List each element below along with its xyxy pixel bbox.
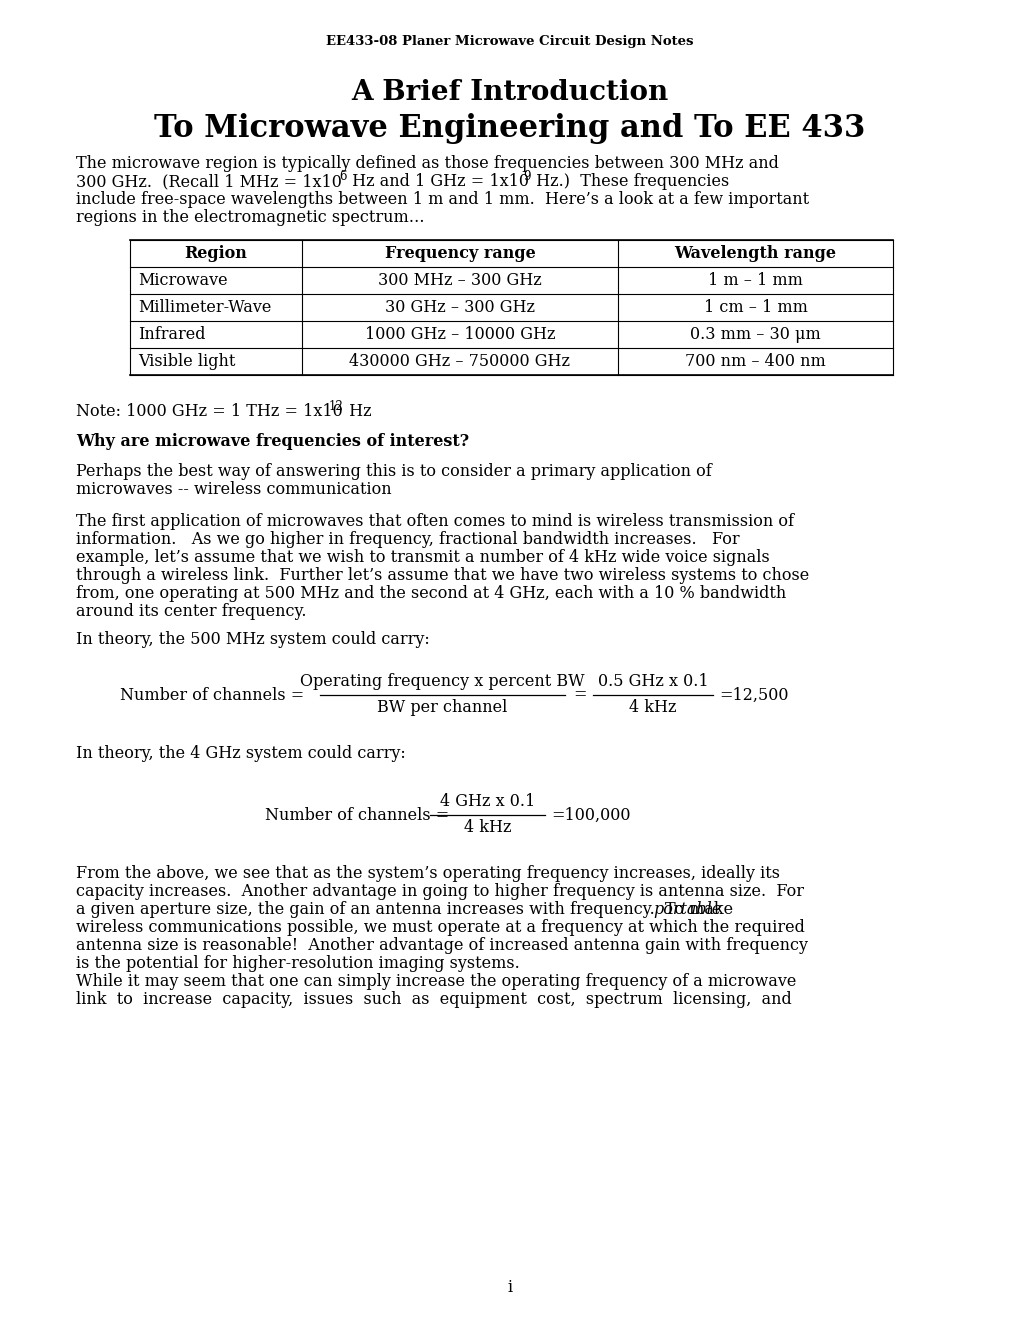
Text: Hz and 1 GHz = 1x10: Hz and 1 GHz = 1x10 [346,173,529,190]
Text: Number of channels =: Number of channels = [265,807,448,824]
Text: Visible light: Visible light [138,352,235,370]
Text: A Brief Introduction: A Brief Introduction [351,79,668,107]
Text: microwaves -- wireless communication: microwaves -- wireless communication [76,482,391,499]
Text: 700 nm – 400 nm: 700 nm – 400 nm [685,352,825,370]
Text: Note: 1000 GHz = 1 THz = 1x10: Note: 1000 GHz = 1 THz = 1x10 [76,404,342,421]
Text: a given aperture size, the gain of an antenna increases with frequency.  To make: a given aperture size, the gain of an an… [76,900,738,917]
Text: 12: 12 [329,400,343,413]
Text: 0.3 mm – 30 μm: 0.3 mm – 30 μm [690,326,820,343]
Text: The microwave region is typically defined as those frequencies between 300 MHz a: The microwave region is typically define… [76,156,779,173]
Text: 1000 GHz – 10000 GHz: 1000 GHz – 10000 GHz [365,326,554,343]
Text: In theory, the 500 MHz system could carry:: In theory, the 500 MHz system could carr… [76,631,429,648]
Text: 0.5 GHz x 0.1: 0.5 GHz x 0.1 [597,673,707,690]
Text: include free-space wavelengths between 1 m and 1 mm.  Here’s a look at a few imp: include free-space wavelengths between 1… [76,191,808,209]
Text: 1 m – 1 mm: 1 m – 1 mm [707,272,802,289]
Text: 430000 GHz – 750000 GHz: 430000 GHz – 750000 GHz [350,352,570,370]
Text: from, one operating at 500 MHz and the second at 4 GHz, each with a 10 % bandwid: from, one operating at 500 MHz and the s… [76,586,786,602]
Text: Millimeter-Wave: Millimeter-Wave [138,300,271,315]
Text: 4 GHz x 0.1: 4 GHz x 0.1 [439,793,535,810]
Text: 300 MHz – 300 GHz: 300 MHz – 300 GHz [378,272,541,289]
Text: Hz.)  These frequencies: Hz.) These frequencies [531,173,729,190]
Text: Wavelength range: Wavelength range [674,246,836,261]
Text: Number of channels =: Number of channels = [120,686,304,704]
Text: through a wireless link.  Further let’s assume that we have two wireless systems: through a wireless link. Further let’s a… [76,568,808,585]
Text: 1 cm – 1 mm: 1 cm – 1 mm [703,300,807,315]
Text: While it may seem that one can simply increase the operating frequency of a micr: While it may seem that one can simply in… [76,973,796,990]
Text: 6: 6 [338,170,346,183]
Text: information.   As we go higher in frequency, fractional bandwidth increases.   F: information. As we go higher in frequenc… [76,532,739,549]
Text: Infrared: Infrared [138,326,205,343]
Text: 9: 9 [523,170,530,183]
Text: 300 GHz.  (Recall 1 MHz = 1x10: 300 GHz. (Recall 1 MHz = 1x10 [76,173,341,190]
Text: regions in the electromagnetic spectrum…: regions in the electromagnetic spectrum… [76,210,424,227]
Text: =: = [573,686,586,704]
Text: wireless communications possible, we must operate at a frequency at which the re: wireless communications possible, we mus… [76,919,804,936]
Text: From the above, we see that as the system’s operating frequency increases, ideal: From the above, we see that as the syste… [76,865,780,882]
Text: portable: portable [652,900,720,917]
Text: i: i [506,1279,513,1296]
Text: Hz: Hz [343,404,371,421]
Text: In theory, the 4 GHz system could carry:: In theory, the 4 GHz system could carry: [76,744,406,762]
Text: Region: Region [184,246,248,261]
Text: link  to  increase  capacity,  issues  such  as  equipment  cost,  spectrum  lic: link to increase capacity, issues such a… [76,990,791,1007]
Text: capacity increases.  Another advantage in going to higher frequency is antenna s: capacity increases. Another advantage in… [76,883,803,899]
Text: Perhaps the best way of answering this is to consider a primary application of: Perhaps the best way of answering this i… [76,463,711,480]
Text: To Microwave Engineering and To EE 433: To Microwave Engineering and To EE 433 [154,112,865,144]
Text: Microwave: Microwave [138,272,227,289]
Text: Why are microwave frequencies of interest?: Why are microwave frequencies of interes… [76,433,469,450]
Text: The first application of microwaves that often comes to mind is wireless transmi: The first application of microwaves that… [76,513,793,531]
Text: =100,000: =100,000 [550,807,630,824]
Text: BW per channel: BW per channel [377,700,507,717]
Text: 4 kHz: 4 kHz [629,700,676,717]
Text: 30 GHz – 300 GHz: 30 GHz – 300 GHz [384,300,535,315]
Text: Frequency range: Frequency range [384,246,535,261]
Text: Operating frequency x percent BW: Operating frequency x percent BW [300,673,584,690]
Text: 4 kHz: 4 kHz [464,820,511,837]
Text: =12,500: =12,500 [718,686,788,704]
Text: antenna size is reasonable!  Another advantage of increased antenna gain with fr: antenna size is reasonable! Another adva… [76,936,807,953]
Text: EE433-08 Planer Microwave Circuit Design Notes: EE433-08 Planer Microwave Circuit Design… [326,36,693,49]
Text: example, let’s assume that we wish to transmit a number of 4 kHz wide voice sign: example, let’s assume that we wish to tr… [76,549,769,566]
Text: around its center frequency.: around its center frequency. [76,603,306,620]
Text: is the potential for higher-resolution imaging systems.: is the potential for higher-resolution i… [76,954,520,972]
